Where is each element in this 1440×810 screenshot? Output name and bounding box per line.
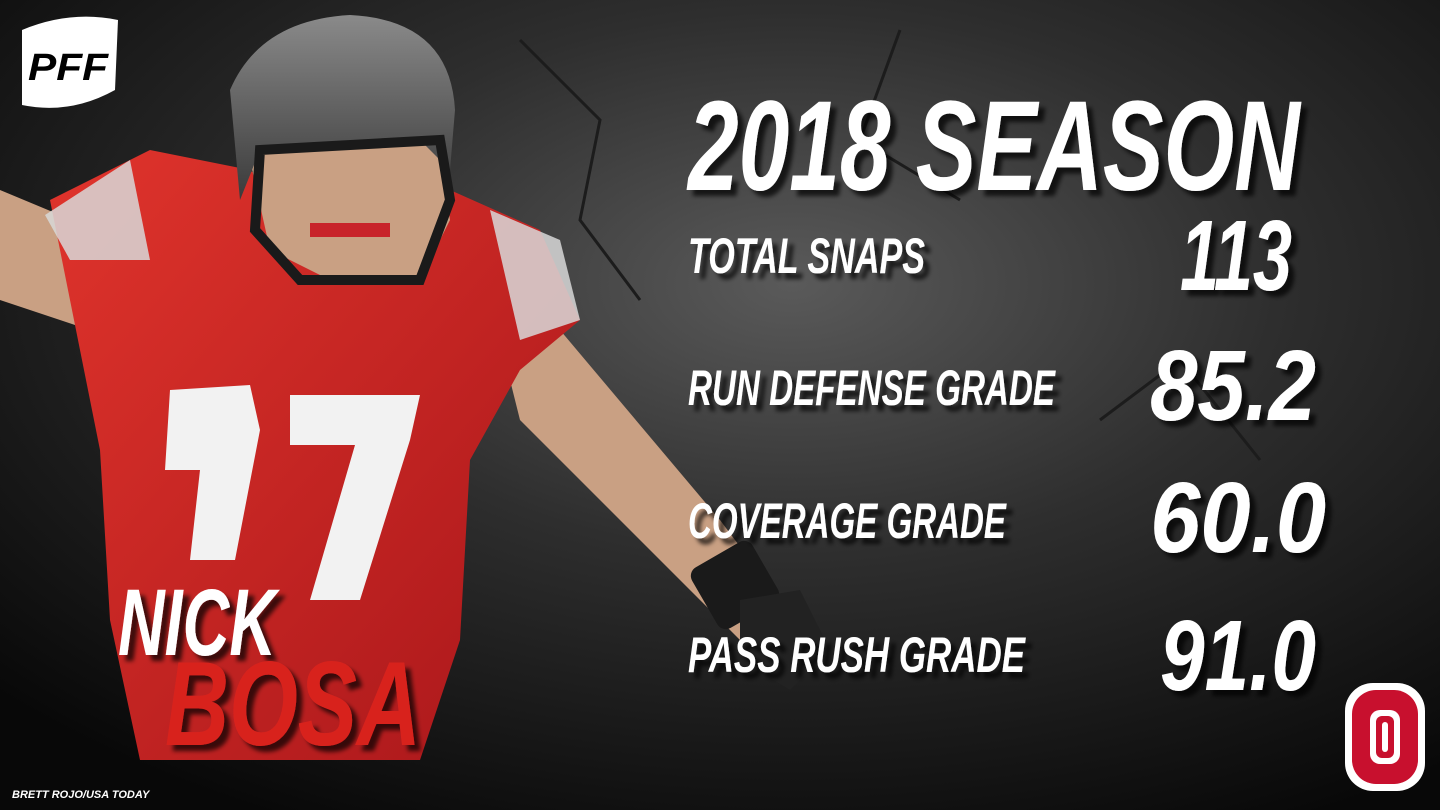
stat-label: RUN DEFENSE GRADE xyxy=(688,360,1056,416)
player-last-name: BOSA xyxy=(165,637,421,771)
stat-value: 85.2 xyxy=(1150,330,1316,442)
player-image xyxy=(0,15,830,760)
stat-value: 91.0 xyxy=(1160,600,1316,712)
player-first-name: NICK xyxy=(118,570,280,676)
pff-logo: PFF xyxy=(22,16,118,108)
texture xyxy=(518,29,1262,461)
logo-text: PFF xyxy=(28,47,110,89)
stat-value: 60.0 xyxy=(1150,462,1326,574)
photo-credit: BRETT ROJO/USA TODAY xyxy=(12,789,151,801)
stat-label: PASS RUSH GRADE xyxy=(688,627,1026,683)
stat-label: COVERAGE GRADE xyxy=(688,493,1007,549)
stat-label: TOTAL SNAPS xyxy=(688,228,925,284)
stat-value: 113 xyxy=(1180,200,1292,312)
team-logo xyxy=(1345,683,1425,791)
title: 2018 SEASON xyxy=(687,75,1302,218)
